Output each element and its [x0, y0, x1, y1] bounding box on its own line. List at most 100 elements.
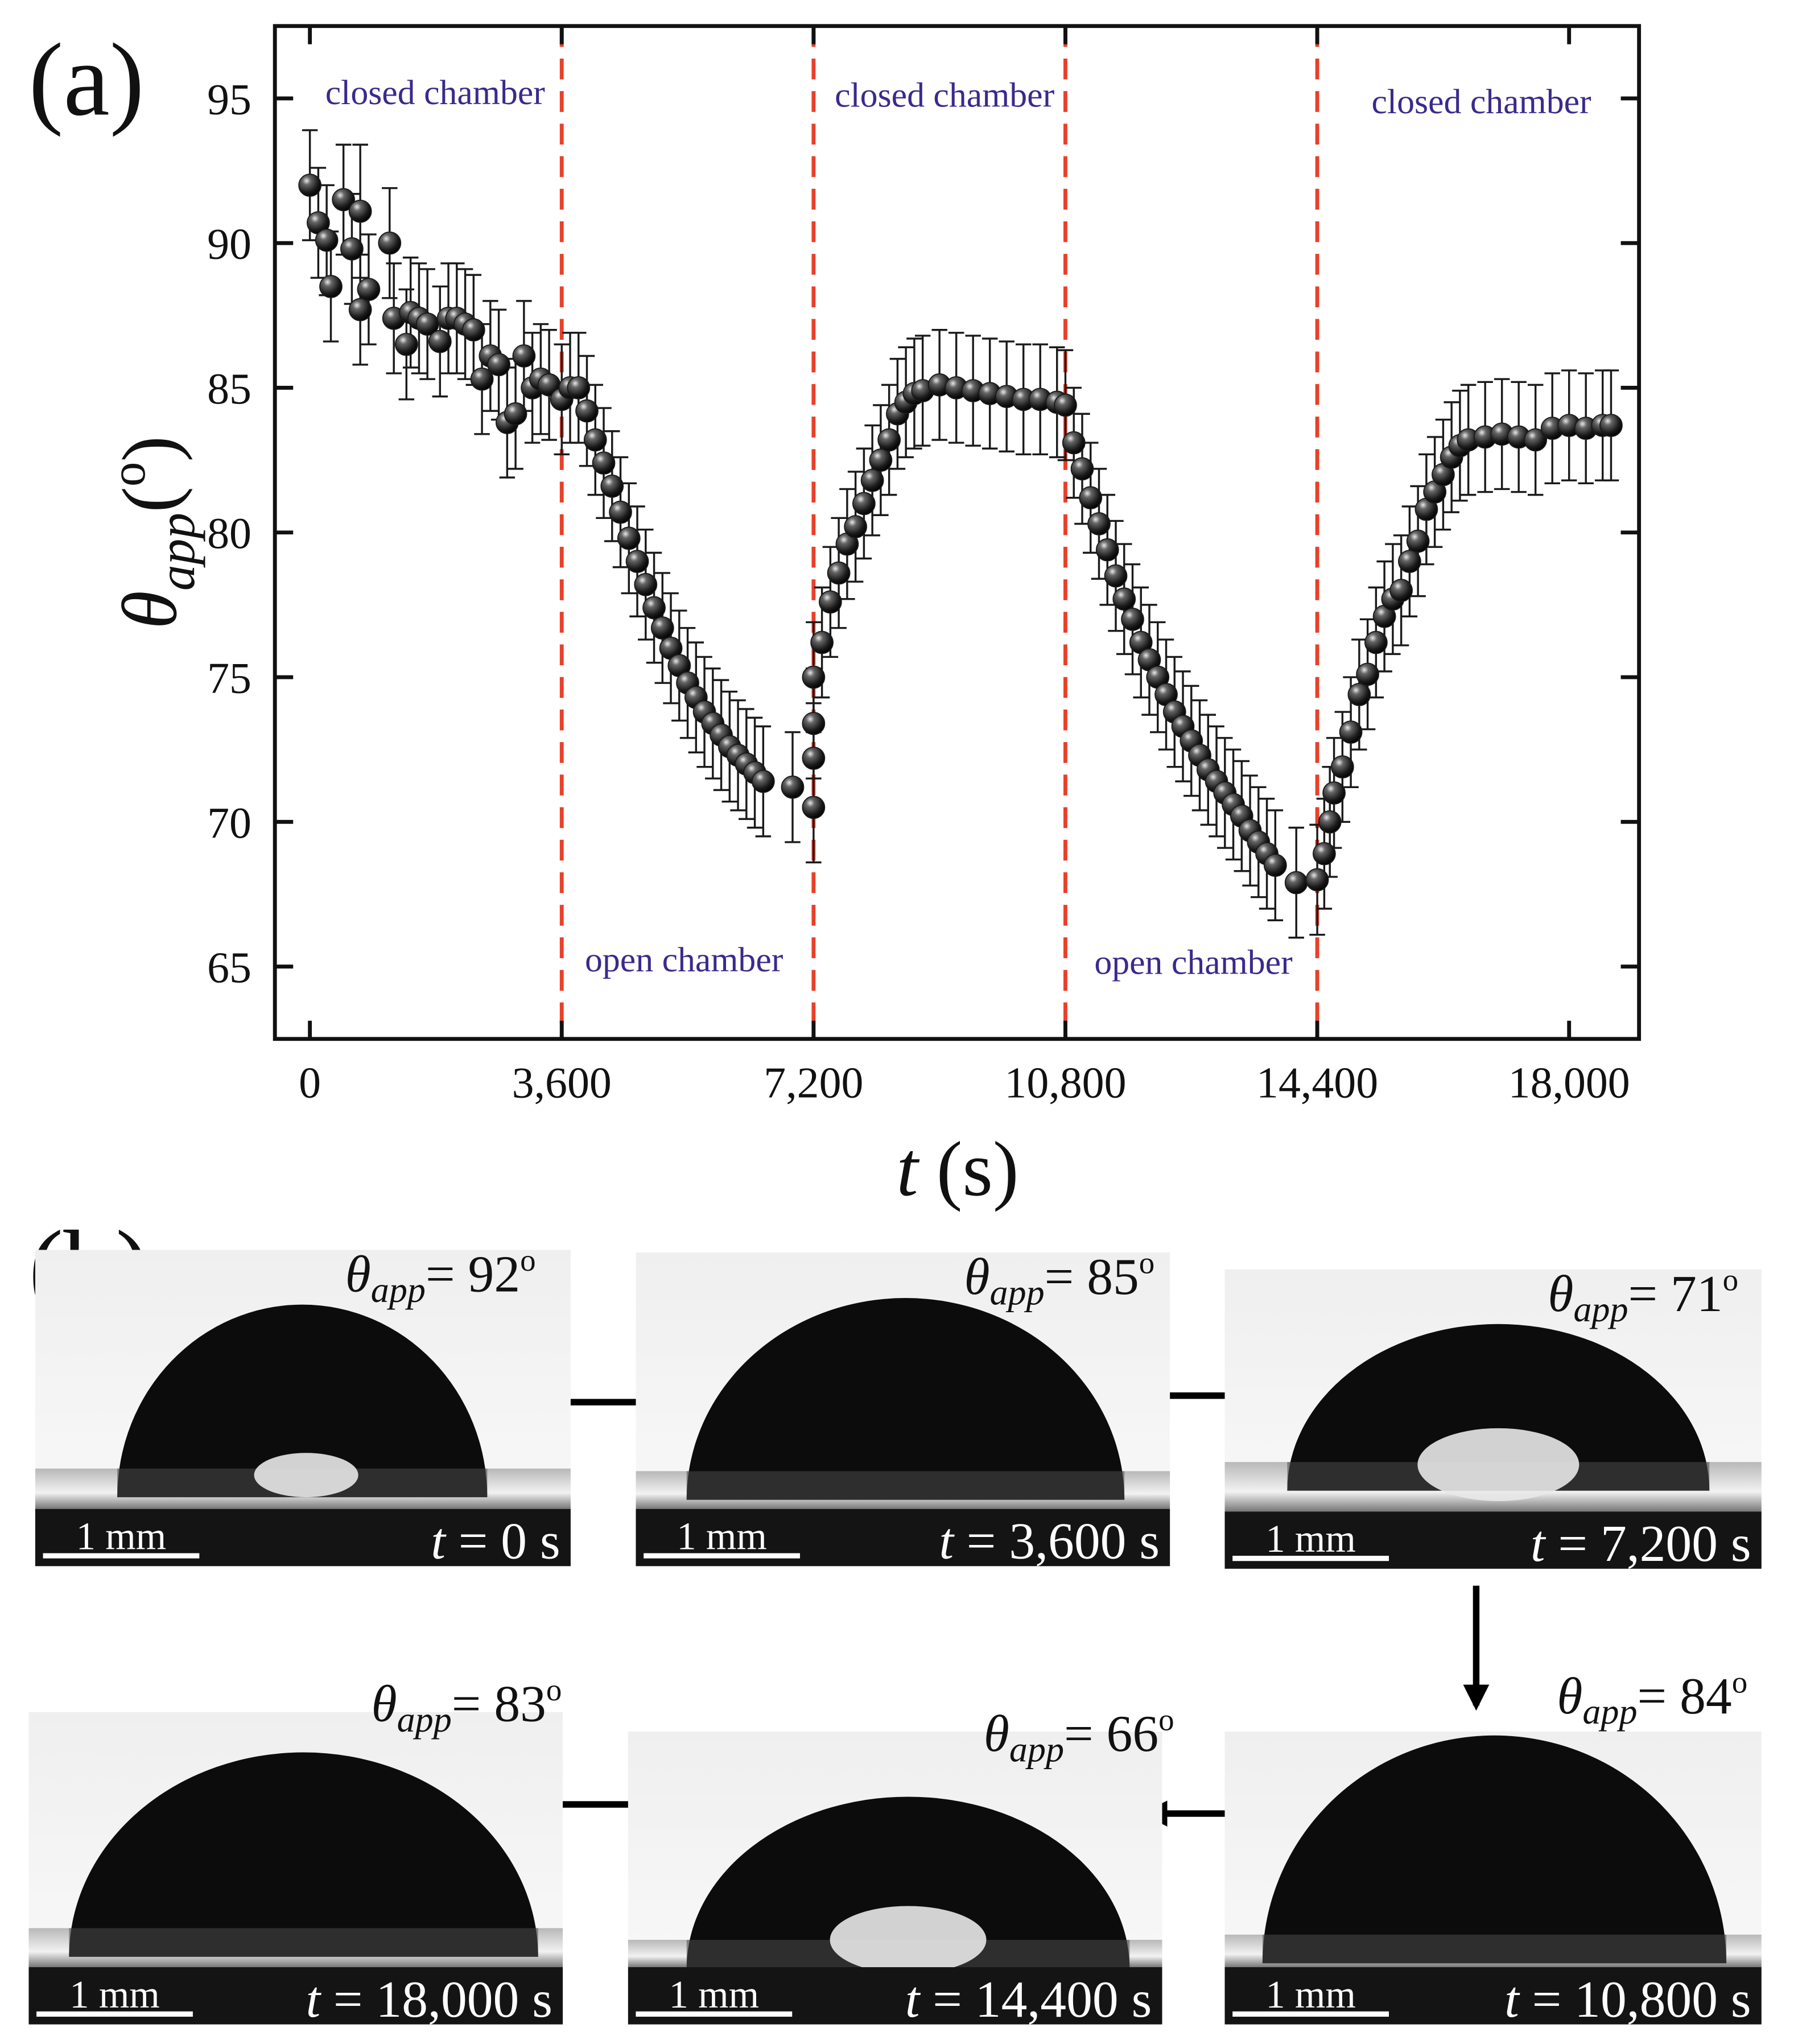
- time-symbol: t: [1504, 1970, 1520, 2028]
- annotation: closed chamber: [1372, 83, 1592, 121]
- data-point: [1364, 630, 1388, 654]
- time-value: = 18,000 s: [333, 1970, 552, 2028]
- angle-sub: app: [1573, 1289, 1628, 1329]
- highlight: [1417, 1428, 1580, 1501]
- y-tick-label: 80: [207, 509, 251, 558]
- drop-image: 1 mm t = 14,400 s: [628, 1731, 1162, 2028]
- time-label: t = 3,600 s: [939, 1512, 1160, 1570]
- y-axis-label: θapp(o): [100, 436, 205, 629]
- data-point: [1322, 781, 1346, 805]
- scale-bar-label: 1 mm: [1265, 1973, 1355, 2016]
- x-label-symbol: t: [896, 1126, 919, 1212]
- time-value: = 7,200 s: [1558, 1514, 1751, 1572]
- droplet: [69, 1752, 538, 1957]
- angle-deg: o: [1723, 1262, 1738, 1297]
- angle-sub: app: [989, 1272, 1044, 1312]
- data-point: [802, 665, 826, 689]
- y-label-deg: o: [100, 462, 155, 487]
- drop-image: 1 mm t = 3,600 s: [636, 1252, 1170, 1570]
- drop-image: 1 mm t = 18,000 s: [28, 1712, 563, 2028]
- data-point: [650, 616, 674, 640]
- data-point: [634, 572, 658, 596]
- angle-symbol: θ: [1557, 1667, 1582, 1725]
- data-point: [348, 199, 372, 223]
- data-point: [609, 500, 632, 524]
- angle-sub: app: [371, 1270, 426, 1310]
- droplet: [1287, 1324, 1710, 1491]
- time-label: t = 18,000 s: [306, 1970, 552, 2028]
- reflection: [1262, 1934, 1727, 1964]
- angle-label: θapp= 85o: [964, 1246, 1154, 1313]
- data-point: [1284, 871, 1308, 895]
- data-point: [1121, 607, 1144, 631]
- data-point: [348, 298, 372, 322]
- data-point: [810, 630, 834, 654]
- time-value: = 0 s: [459, 1512, 560, 1570]
- drop-image: 1 mm t = 10,800 s: [1224, 1731, 1762, 2028]
- time-symbol: t: [306, 1970, 322, 2028]
- data-point: [860, 468, 884, 492]
- y-tick-label: 90: [207, 220, 251, 269]
- time-symbol: t: [431, 1512, 447, 1570]
- data-point: [1406, 529, 1430, 553]
- annotation: open chamber: [585, 941, 783, 979]
- angle-symbol: θ: [372, 1675, 397, 1733]
- angle-value: = 71: [1628, 1264, 1723, 1322]
- data-point: [1347, 683, 1371, 706]
- data-point: [802, 796, 826, 819]
- angle-deg: o: [520, 1243, 535, 1278]
- data-point: [642, 596, 666, 620]
- data-point: [869, 448, 893, 472]
- y-label-close: ): [106, 436, 193, 462]
- data-point: [751, 769, 775, 793]
- time-symbol: t: [939, 1512, 955, 1570]
- data-point: [1054, 393, 1077, 417]
- scale-bar-label: 1 mm: [1265, 1517, 1355, 1560]
- angle-symbol: θ: [1548, 1264, 1573, 1322]
- data-point: [567, 376, 591, 399]
- data-point: [1112, 587, 1136, 611]
- x-label-unit: (s): [937, 1126, 1019, 1212]
- angle-value: = 85: [1045, 1247, 1139, 1305]
- time-label: t = 14,400 s: [905, 1970, 1152, 2028]
- data-point: [487, 353, 510, 377]
- data-point: [818, 590, 842, 614]
- scale-bar-label: 1 mm: [76, 1515, 166, 1558]
- angle-symbol: θ: [984, 1704, 1009, 1762]
- data-point: [319, 275, 343, 298]
- data-point: [1312, 842, 1336, 866]
- data-point: [1389, 579, 1413, 602]
- data-point: [1095, 538, 1119, 562]
- data-point: [504, 402, 527, 426]
- y-label-symbol: θ: [106, 591, 193, 629]
- data-point: [600, 475, 624, 498]
- data-point: [592, 451, 616, 475]
- data-point: [575, 399, 599, 423]
- angle-sub: app: [397, 1699, 452, 1740]
- angle-label: θapp= 84o: [1557, 1664, 1747, 1732]
- data-point: [802, 747, 826, 770]
- panel-label: (a): [28, 22, 144, 137]
- y-tick-label: 70: [207, 798, 251, 847]
- data-point: [315, 228, 339, 252]
- angle-value: = 84: [1638, 1667, 1732, 1725]
- angle-label: θapp= 92o: [345, 1243, 536, 1310]
- time-label: t = 10,800 s: [1504, 1970, 1751, 2028]
- data-point: [617, 526, 641, 550]
- data-point: [625, 550, 649, 573]
- angle-label: θapp= 83o: [372, 1672, 562, 1740]
- data-point: [802, 712, 826, 735]
- drop-image: 1 mm t = 0 s: [35, 1250, 571, 1570]
- x-tick-label: 10,800: [1004, 1058, 1126, 1107]
- data-point: [512, 344, 536, 368]
- data-point: [1330, 755, 1354, 779]
- angle-sub: app: [1582, 1691, 1637, 1732]
- data-point: [1305, 868, 1329, 892]
- data-point: [332, 188, 356, 212]
- time-symbol: t: [905, 1970, 921, 2028]
- y-tick-label: 95: [207, 75, 251, 123]
- x-tick-label: 7,200: [764, 1058, 863, 1107]
- annotation: open chamber: [1094, 943, 1293, 982]
- annotation: closed chamber: [325, 73, 546, 112]
